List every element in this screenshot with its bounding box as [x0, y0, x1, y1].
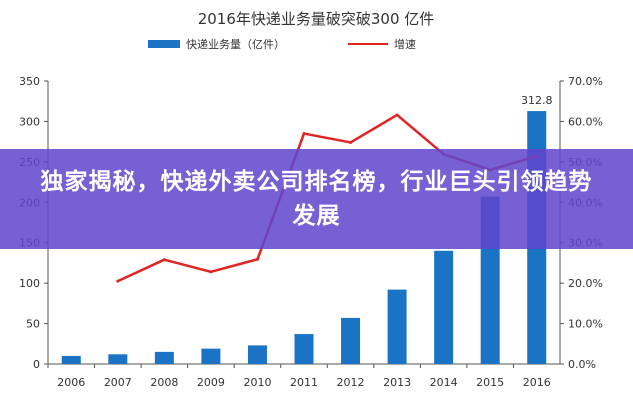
y-left-tick-label: 50 — [26, 318, 40, 331]
data-label: 312.8 — [521, 94, 553, 107]
y-right-tick-label: 60.0% — [568, 115, 603, 128]
x-tick-label: 2010 — [243, 376, 271, 389]
x-tick-label: 2009 — [197, 376, 225, 389]
y-right-tick-label: 0.0% — [568, 358, 596, 371]
x-tick-label: 2007 — [104, 376, 132, 389]
bar — [294, 334, 314, 364]
growth-point — [255, 257, 259, 261]
x-tick-label: 2008 — [150, 376, 178, 389]
x-tick-label: 2011 — [290, 376, 318, 389]
growth-point — [302, 132, 306, 136]
bar — [201, 348, 221, 364]
x-tick-label: 2016 — [523, 376, 551, 389]
growth-point — [349, 140, 353, 144]
bar — [108, 354, 128, 364]
bar — [434, 250, 454, 364]
chart-title: 2016年快递业务量破突破300 亿件 — [198, 10, 435, 28]
y-right-tick-label: 10.0% — [568, 318, 603, 331]
growth-point — [209, 270, 213, 274]
growth-point — [395, 113, 399, 117]
growth-point — [116, 279, 120, 283]
legend-label-line: 增速 — [394, 37, 416, 51]
y-right-tick-label: 20.0% — [568, 277, 603, 290]
x-tick-label: 2006 — [57, 376, 85, 389]
bar — [387, 289, 407, 364]
x-tick-label: 2012 — [337, 376, 365, 389]
y-left-tick-label: 300 — [19, 115, 40, 128]
growth-point — [162, 258, 166, 262]
bar — [61, 355, 81, 364]
y-left-tick-label: 350 — [19, 75, 40, 88]
legend-label-bar: 快递业务量（亿件） — [186, 37, 285, 51]
bar — [154, 351, 174, 364]
bar — [341, 317, 361, 364]
x-tick-label: 2015 — [476, 376, 504, 389]
x-tick-label: 2013 — [383, 376, 411, 389]
y-right-tick-label: 70.0% — [568, 75, 603, 88]
overlay-banner: 独家揭秘，快递外卖公司排名榜，行业巨头引领趋势发展 — [0, 149, 633, 249]
y-left-tick-label: 100 — [19, 277, 40, 290]
y-left-tick-label: 0 — [33, 358, 40, 371]
banner-text: 独家揭秘，快递外卖公司排名榜，行业巨头引领趋势发展 — [40, 169, 593, 229]
legend-swatch-bar — [148, 40, 180, 48]
bar — [247, 345, 267, 364]
x-tick-label: 2014 — [430, 376, 458, 389]
